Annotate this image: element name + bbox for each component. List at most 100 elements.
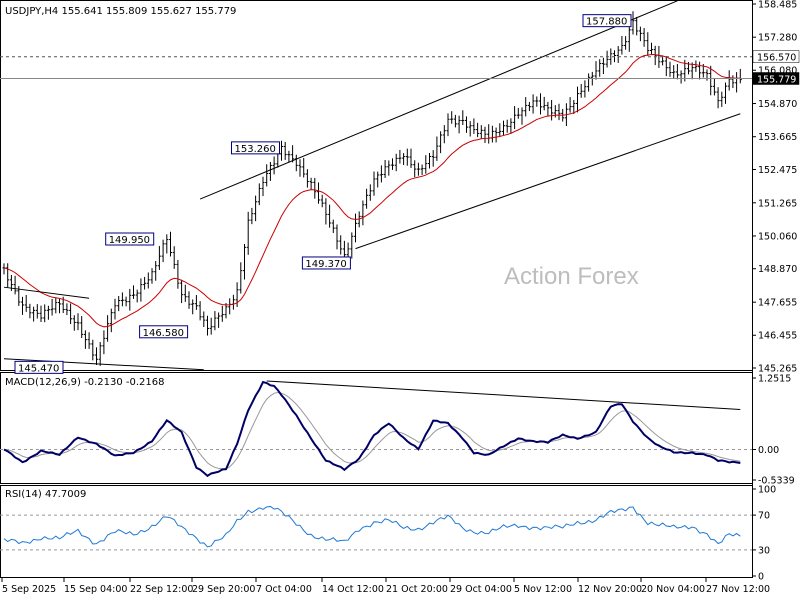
price-label-box <box>14 360 64 374</box>
price-bar <box>117 296 121 312</box>
price-bar <box>638 26 642 42</box>
price-bar <box>268 161 272 181</box>
macd-signal-line <box>3 391 741 470</box>
price-bar <box>442 125 446 144</box>
price-bar <box>365 188 369 209</box>
action-forex-watermark: Action Forex <box>504 263 639 290</box>
price-bar <box>494 127 498 143</box>
price-bar <box>257 183 261 206</box>
price-bar <box>261 176 265 197</box>
price-label-box <box>139 325 189 339</box>
price-label-box <box>105 232 155 246</box>
price-bar <box>420 164 424 176</box>
price-bar <box>583 80 587 98</box>
macd-y-tick-label: 1.2515 <box>758 374 791 385</box>
price-bar <box>283 141 287 160</box>
price-bar <box>202 311 206 327</box>
price-label: 153.260 <box>235 144 276 155</box>
price-bar <box>487 124 491 144</box>
price-bar <box>120 292 124 307</box>
price-bar <box>613 50 616 63</box>
price-bar <box>231 294 235 310</box>
price-bar <box>516 107 520 119</box>
rsi-y-tick-label: 0 <box>758 572 764 583</box>
x-tick-label: 22 Sep 12:00 <box>130 584 193 595</box>
price-bar <box>568 97 572 113</box>
price-bar <box>280 140 283 161</box>
macd-title: MACD(12,26,9) -0.2130 -0.2168 <box>5 377 165 388</box>
price-bar <box>165 234 169 254</box>
price-bar <box>731 75 735 89</box>
price-bar <box>387 160 391 176</box>
price-label: 149.950 <box>109 235 150 246</box>
price-bar <box>6 263 10 288</box>
x-tick-label: 5 Sep 2025 <box>2 584 56 595</box>
price-bar <box>250 207 254 225</box>
price-bar <box>520 107 524 125</box>
price-bar <box>694 60 698 72</box>
price-y-tick-label: 156.080 <box>758 66 797 77</box>
price-bar <box>461 110 465 125</box>
price-bar <box>557 103 561 121</box>
price-bar <box>194 295 198 310</box>
price-bar <box>650 42 653 55</box>
rsi-line <box>3 505 741 548</box>
level-tag: 156.570 <box>757 53 796 64</box>
price-y-tick-label: 157.280 <box>758 33 797 44</box>
price-bar <box>668 61 672 77</box>
price-bar <box>724 82 727 104</box>
price-bar <box>83 330 87 349</box>
price-label-box <box>582 14 632 28</box>
price-bar <box>405 148 409 166</box>
rsi-pane <box>0 505 752 551</box>
price-bar <box>509 118 513 134</box>
price-bar <box>124 296 128 307</box>
price-bar <box>50 298 54 316</box>
channel-line <box>199 0 678 200</box>
price-bar <box>698 61 702 80</box>
price-bar <box>65 303 69 316</box>
price-bar <box>187 291 191 309</box>
price-bar <box>609 48 613 65</box>
price-y-tick-label: 153.665 <box>758 132 797 143</box>
price-bar <box>87 332 91 349</box>
price-bar <box>675 64 679 80</box>
price-bar <box>172 246 176 269</box>
price-bar <box>594 61 598 80</box>
price-bar <box>535 96 539 107</box>
price-bar <box>206 315 209 336</box>
rsi-title: RSI(14) 47.7009 <box>5 489 86 500</box>
price-label-box <box>301 256 351 270</box>
price-bar <box>635 16 639 36</box>
price-bar <box>331 219 335 234</box>
x-tick-label: 21 Oct 20:00 <box>386 584 448 595</box>
price-bar <box>465 116 468 133</box>
price-bar <box>139 278 143 302</box>
price-bar <box>287 150 291 163</box>
price-bar <box>513 106 517 130</box>
price-bar <box>54 297 58 314</box>
price-bar <box>213 311 217 331</box>
price-bar <box>383 160 387 178</box>
price-bar <box>72 315 76 331</box>
price-bar <box>550 99 554 121</box>
price-bar <box>664 56 668 77</box>
price-label: 157.880 <box>586 17 627 28</box>
macd-main-line <box>3 380 741 478</box>
price-bar <box>272 156 276 175</box>
price-bar <box>80 316 84 339</box>
price-bar <box>709 65 713 96</box>
price-bar <box>354 213 357 243</box>
price-bar <box>43 304 47 323</box>
macd-y-tick-label: 0.00 <box>758 445 779 456</box>
price-bar <box>587 73 591 92</box>
x-tick-label: 7 Oct 04:00 <box>256 584 312 595</box>
price-bar <box>39 305 43 322</box>
price-bar <box>624 36 628 50</box>
price-bar <box>627 25 631 52</box>
price-bar <box>546 101 550 117</box>
price-bar <box>317 182 320 204</box>
price-bar <box>294 154 298 172</box>
price-bar <box>642 28 646 47</box>
